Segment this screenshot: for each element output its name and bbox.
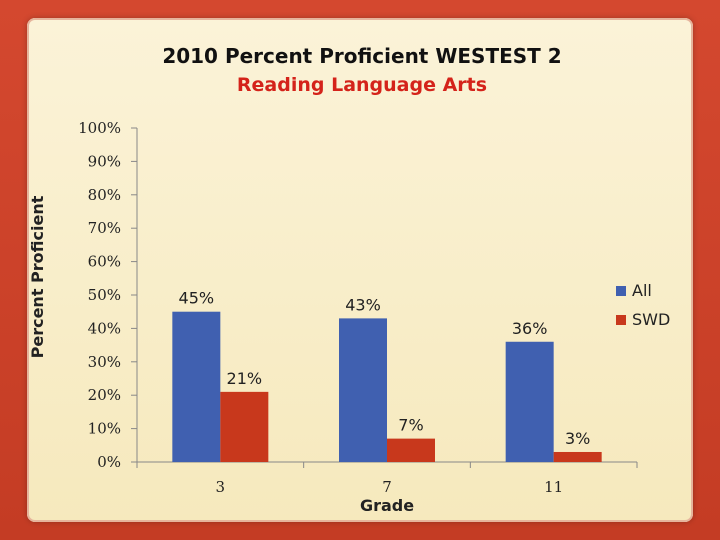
data-label: 21% — [227, 369, 263, 388]
legend: All SWD — [616, 281, 670, 329]
data-label: 36% — [512, 319, 548, 338]
y-tick-label: 80% — [88, 186, 121, 204]
y-axis: 0% 10% 20% 30% 40% 50% 60% 70% 80% 90% 100% — [78, 119, 138, 471]
legend-swatch-swd — [616, 315, 626, 325]
y-tick-label: 50% — [88, 286, 121, 304]
bar-swd-grade-3 — [220, 391, 269, 462]
chart-title: 2010 Percent Proficient WESTEST 2 — [162, 44, 561, 68]
bar-all-grade-7 — [339, 318, 387, 462]
x-tick-label: 7 — [382, 478, 392, 496]
bar-swd-grade-11 — [553, 451, 602, 462]
y-tick-label: 90% — [88, 152, 121, 170]
legend-label-all: All — [632, 281, 652, 300]
data-label: 3% — [565, 429, 590, 448]
y-tick-label: 70% — [88, 219, 121, 237]
chart-subtitle: Reading Language Arts — [237, 74, 487, 96]
x-tick-label: 3 — [216, 478, 226, 496]
y-tick-label: 0% — [97, 453, 121, 471]
bar-all-grade-11 — [505, 341, 554, 462]
y-tick-label: 30% — [88, 353, 121, 371]
data-label: 45% — [179, 289, 215, 308]
data-label: 43% — [345, 295, 381, 314]
y-tick-label: 20% — [88, 386, 121, 404]
x-axis-label: Grade — [360, 496, 414, 515]
data-label: 7% — [398, 416, 423, 435]
bar-all-grade-3 — [172, 311, 221, 462]
y-tick-label: 100% — [78, 119, 121, 137]
x-tick-label: 11 — [544, 478, 563, 496]
y-tick-label: 10% — [88, 420, 121, 438]
bars — [172, 311, 602, 462]
legend-label-swd: SWD — [632, 310, 670, 329]
y-tick-label: 60% — [88, 253, 121, 271]
bar-swd-grade-7 — [387, 438, 435, 462]
y-tick-label: 40% — [88, 319, 121, 337]
x-axis: 3 7 11 — [136, 461, 638, 496]
data-labels: 45% 21% 43% 7% 36% 3% — [179, 289, 591, 448]
y-axis-label: Percent Proficient — [28, 195, 47, 358]
legend-swatch-all — [616, 286, 626, 296]
